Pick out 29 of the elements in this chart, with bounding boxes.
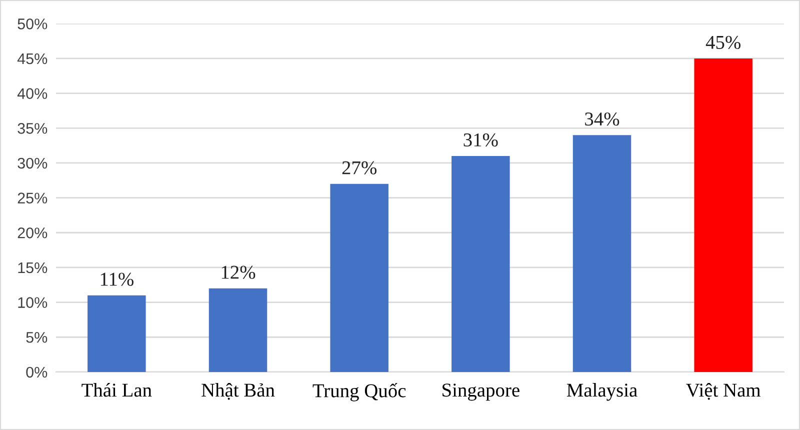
bar [694,58,752,372]
x-tick-label: Malaysia [566,383,638,401]
x-tick-label: Singapore [442,384,520,401]
y-tick-label: 15% [18,262,48,274]
y-tick-label: 5% [26,332,48,343]
x-tick-label: Thái Lan [82,383,152,397]
bar [88,295,146,372]
x-tick-label: Việt Nam [686,383,761,400]
y-tick-label: 25% [18,192,48,204]
y-tick-label: 40% [17,88,48,99]
x-tick-label: Trung Quốc [312,383,406,402]
bar [208,288,268,372]
data-label: 31% [464,133,498,147]
data-label: 12% [222,266,256,279]
bar [330,184,388,372]
data-label: 34% [585,112,620,126]
data-label: 11% [100,272,134,286]
x-tick-label: Nhật Bản [202,383,275,400]
y-tick-label: 35% [18,123,48,134]
y-tick-label: 10% [18,297,48,308]
y-tick-label: 30% [18,158,48,169]
y-tick-label: 0% [26,366,48,378]
data-label: 45% [706,36,740,50]
data-label: 27% [342,161,376,174]
bar [452,156,510,372]
y-tick-label: 50% [18,18,48,30]
y-tick-label: 20% [18,228,48,238]
bar [572,135,632,372]
y-tick-label: 45% [17,53,48,64]
